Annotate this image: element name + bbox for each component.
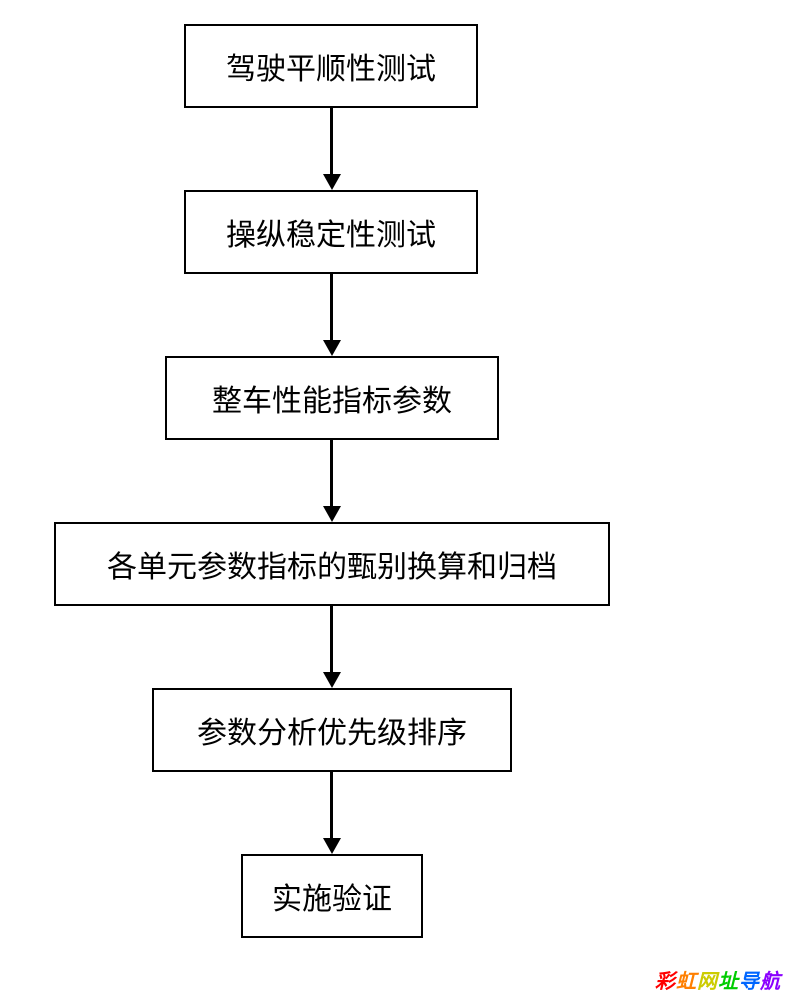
flow-node-5: 参数分析优先级排序 — [152, 688, 512, 772]
flow-node-1-label: 驾驶平顺性测试 — [226, 44, 436, 88]
flow-node-2-label: 操纵稳定性测试 — [226, 210, 436, 254]
watermark: 彩虹网址导航 — [655, 965, 781, 994]
flow-node-3-label: 整车性能指标参数 — [212, 376, 452, 420]
flow-node-5-label: 参数分析优先级排序 — [197, 708, 467, 752]
flowchart-container: 驾驶平顺性测试 操纵稳定性测试 整车性能指标参数 各单元参数指标的甄别换算和归档… — [0, 0, 791, 1000]
flow-node-1: 驾驶平顺性测试 — [184, 24, 478, 108]
flow-node-4-label: 各单元参数指标的甄别换算和归档 — [107, 542, 557, 586]
flow-node-6-label: 实施验证 — [272, 874, 392, 918]
flow-node-6: 实施验证 — [241, 854, 423, 938]
flow-node-3: 整车性能指标参数 — [165, 356, 499, 440]
flow-node-4: 各单元参数指标的甄别换算和归档 — [54, 522, 610, 606]
flow-node-2: 操纵稳定性测试 — [184, 190, 478, 274]
